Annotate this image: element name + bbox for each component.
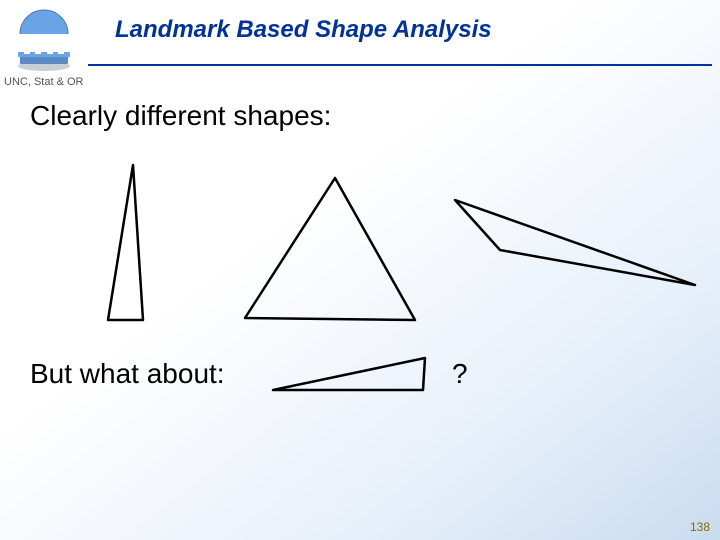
- dept-label: UNC, Stat & OR: [4, 76, 83, 88]
- heading-butwhat: But what about:: [30, 358, 225, 390]
- logo: [12, 8, 76, 72]
- triangle-small: [265, 350, 435, 400]
- triangle-tall: [98, 155, 188, 335]
- page-number: 138: [690, 520, 710, 534]
- triangle-equilateral: [230, 168, 430, 333]
- heading-shapes: Clearly different shapes:: [30, 100, 331, 132]
- slide-title: Landmark Based Shape Analysis: [115, 16, 492, 44]
- triangle-obtuse: [445, 190, 705, 300]
- question-mark: ?: [452, 358, 468, 390]
- title-rule: [88, 64, 712, 66]
